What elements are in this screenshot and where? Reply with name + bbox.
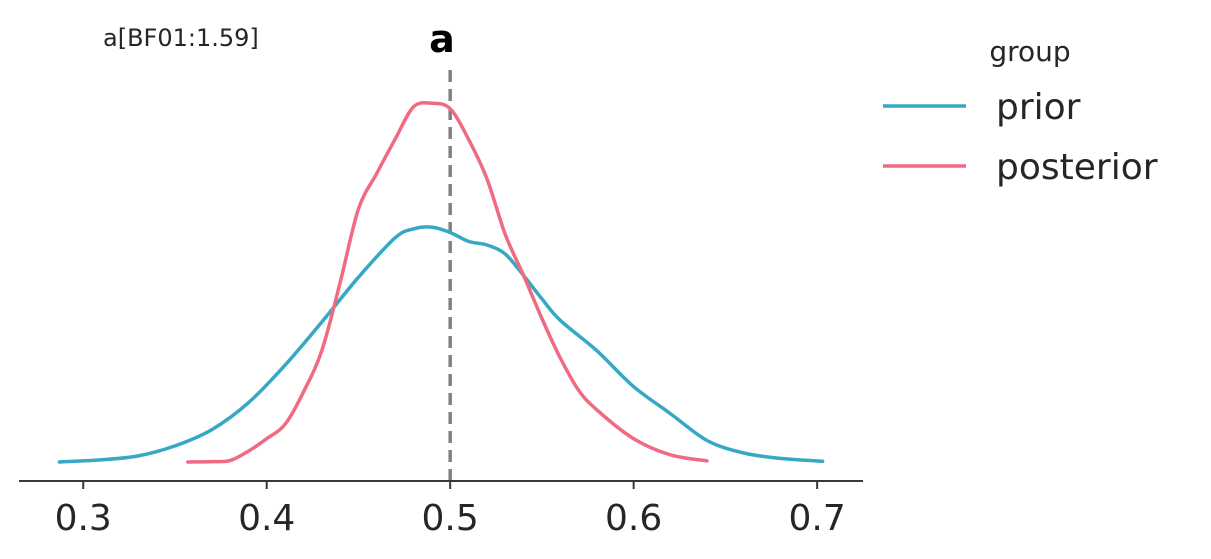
plot-area — [57, 70, 825, 481]
series-line-prior — [57, 225, 825, 464]
x-tick-label: 0.3 — [55, 498, 112, 539]
legend-label-posterior: posterior — [996, 147, 1158, 188]
x-tick-label: 0.6 — [605, 498, 662, 539]
plot-title: a — [429, 17, 455, 61]
series-line-posterior — [186, 101, 709, 464]
x-tick-label: 0.5 — [422, 498, 479, 539]
legend-label-prior: prior — [996, 87, 1081, 128]
x-tick-label: 0.7 — [788, 498, 845, 539]
legend: group prior posterior — [883, 35, 1158, 188]
x-axis-ticks: 0.3 0.4 0.5 0.6 0.7 — [55, 481, 846, 539]
bayes-factor-annotation: a[BF01:1.59] — [103, 24, 259, 52]
legend-title: group — [989, 35, 1070, 68]
x-tick-label: 0.4 — [238, 498, 295, 539]
